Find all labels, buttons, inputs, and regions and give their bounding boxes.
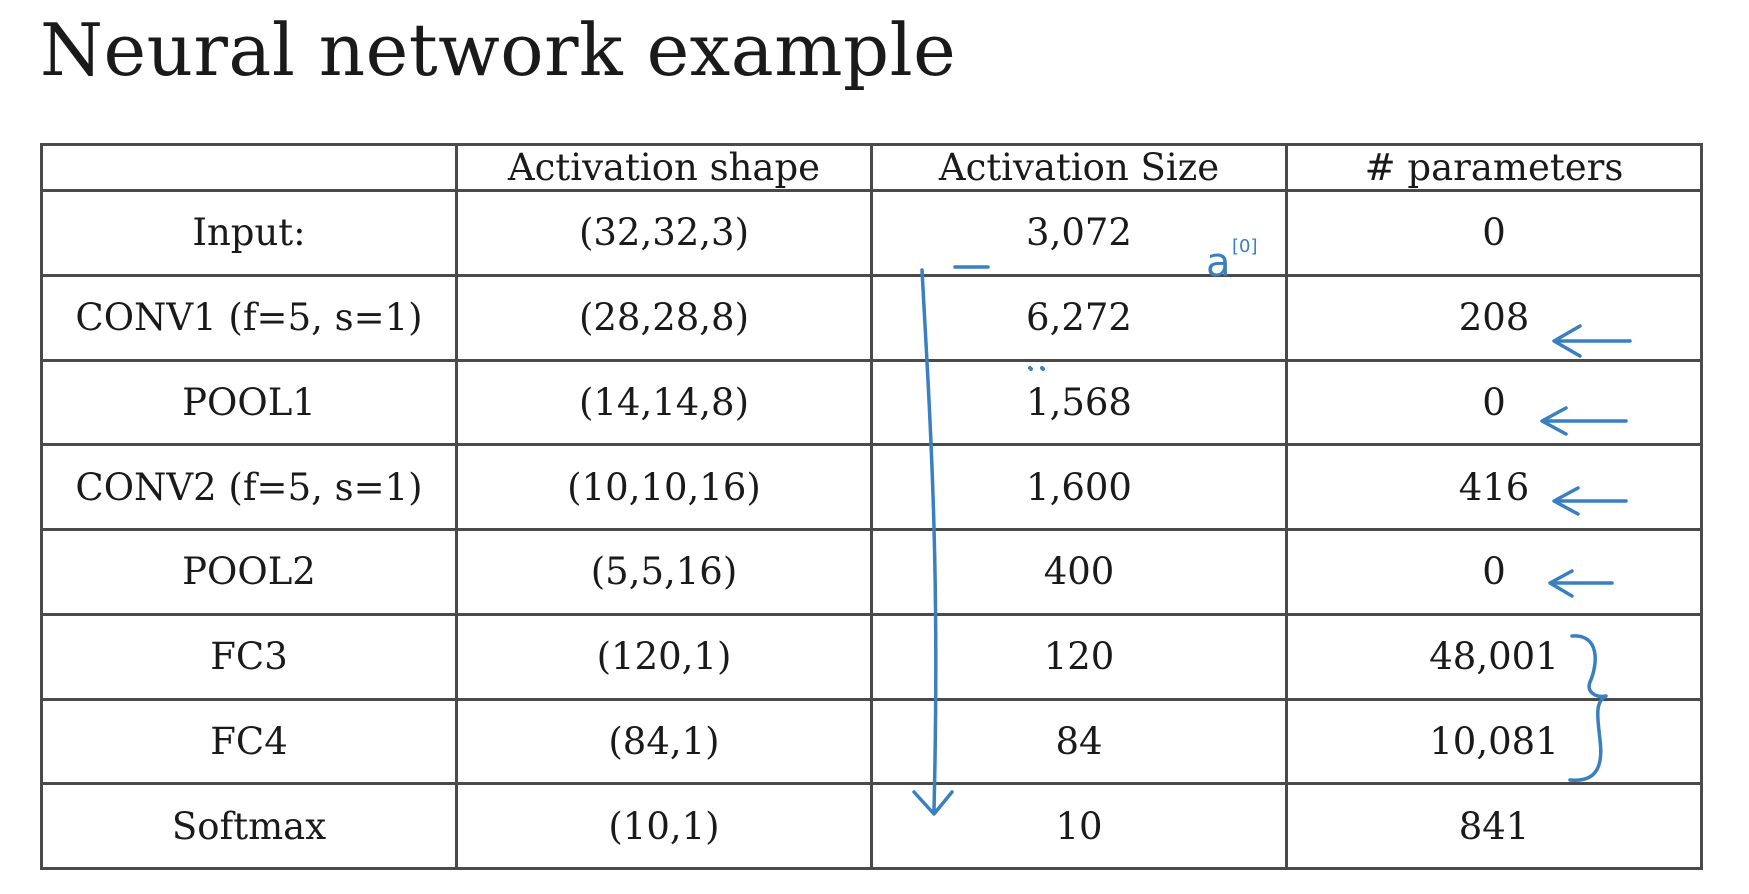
- table-row: Input: (32,32,3) 3,072 0: [40, 189, 1703, 277]
- table-row: POOL2 (5,5,16) 400 0: [40, 528, 1703, 616]
- table-row: CONV2 (f=5, s=1) (10,10,16) 1,600 416: [40, 443, 1703, 531]
- activation-size: 3,072: [870, 189, 1288, 277]
- activation-size: 6,272: [870, 273, 1288, 362]
- activation-shape: (10,10,16): [455, 443, 873, 531]
- header-activation-shape: Activation shape: [455, 143, 873, 192]
- activation-shape: (14,14,8): [455, 358, 873, 447]
- parameter-count: 48,001: [1285, 612, 1703, 701]
- parameter-count: 208: [1285, 273, 1703, 362]
- parameter-count: 10,081: [1285, 697, 1703, 786]
- activation-shape: (5,5,16): [455, 528, 873, 616]
- header-row: Activation shape Activation Size # param…: [40, 143, 1703, 192]
- layer-name: POOL1: [40, 358, 458, 447]
- table-row: CONV1 (f=5, s=1) (28,28,8) 6,272 208: [40, 273, 1703, 362]
- header-activation-size: Activation Size: [870, 143, 1288, 192]
- parameter-count: 416: [1285, 443, 1703, 531]
- activation-size: 84: [870, 697, 1288, 786]
- layer-name: Softmax: [40, 782, 458, 870]
- activation-size: 10: [870, 782, 1288, 870]
- layer-name: CONV2 (f=5, s=1): [40, 443, 458, 531]
- layer-name: FC4: [40, 697, 458, 786]
- activation-size: 120: [870, 612, 1288, 701]
- activation-shape: (32,32,3): [455, 189, 873, 277]
- parameter-count: 0: [1285, 189, 1703, 277]
- activation-size: 1,600: [870, 443, 1288, 531]
- network-table: Activation shape Activation Size # param…: [40, 143, 1703, 870]
- layer-name: POOL2: [40, 528, 458, 616]
- activation-shape: (84,1): [455, 697, 873, 786]
- table-row: FC4 (84,1) 84 10,081: [40, 697, 1703, 786]
- table-row: POOL1 (14,14,8) 1,568 0: [40, 358, 1703, 447]
- parameter-count: 841: [1285, 782, 1703, 870]
- activation-shape: (28,28,8): [455, 273, 873, 362]
- activation-shape: (120,1): [455, 612, 873, 701]
- header-layer: [40, 143, 458, 192]
- layer-name: CONV1 (f=5, s=1): [40, 273, 458, 362]
- layer-name: Input:: [40, 189, 458, 277]
- activation-size: 1,568: [870, 358, 1288, 447]
- layer-name: FC3: [40, 612, 458, 701]
- parameter-count: 0: [1285, 528, 1703, 616]
- parameter-count: 0: [1285, 358, 1703, 447]
- activation-size: 400: [870, 528, 1288, 616]
- activation-shape: (10,1): [455, 782, 873, 870]
- table-row: FC3 (120,1) 120 48,001: [40, 612, 1703, 701]
- slide-title: Neural network example: [40, 8, 957, 92]
- header-parameters: # parameters: [1285, 143, 1703, 192]
- table-row: Softmax (10,1) 10 841: [40, 782, 1703, 870]
